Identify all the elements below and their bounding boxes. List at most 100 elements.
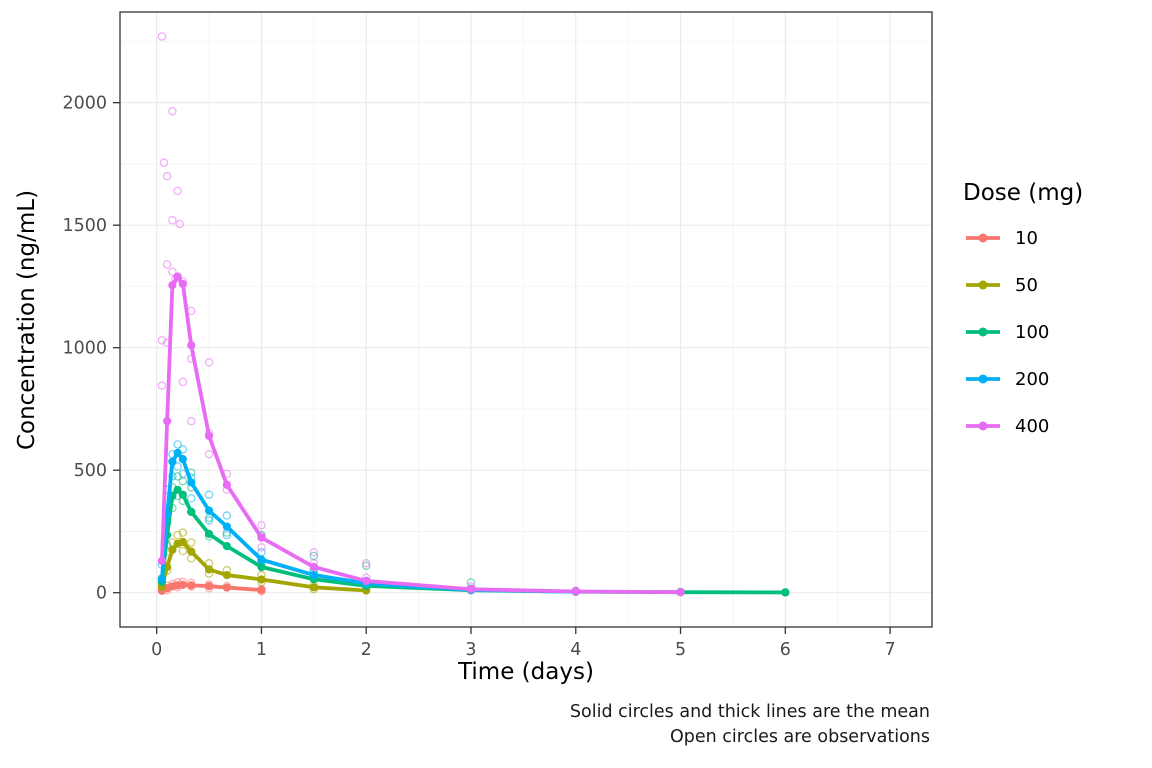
observation-point — [204, 516, 214, 525]
legend-key-icon — [966, 280, 1000, 290]
mean-point — [222, 583, 231, 592]
observation-point — [257, 543, 266, 552]
y-tick-label: 0 — [96, 584, 107, 604]
observation-point — [204, 490, 214, 499]
mean-point — [173, 485, 182, 494]
mean-point — [204, 565, 214, 574]
mean-point — [676, 588, 685, 597]
mean-series-dose-10 — [157, 580, 266, 595]
x-tick-label: 6 — [780, 640, 791, 660]
x-tick-label: 2 — [361, 640, 372, 660]
legend-item-label: 200 — [1015, 368, 1050, 390]
observation-point — [157, 381, 167, 390]
x-tick-label: 7 — [885, 640, 896, 660]
mean-point — [168, 545, 177, 554]
observation-point — [173, 462, 182, 471]
x-tick-label: 3 — [465, 640, 476, 660]
legend-key-icon — [966, 233, 1000, 243]
observation-point — [178, 476, 188, 486]
legend-item-dose-50: 50 — [963, 273, 1083, 297]
mean-point — [257, 585, 266, 595]
x-tick-label: 4 — [570, 640, 581, 660]
legend-item-label: 400 — [1015, 415, 1050, 437]
mean-series-dose-400 — [157, 272, 685, 597]
caption: Solid circles and thick lines are the me… — [570, 700, 930, 750]
observation-point — [222, 530, 232, 540]
observation-point — [168, 106, 177, 116]
observation-point — [173, 440, 182, 449]
observation-point — [361, 559, 371, 568]
observation-point — [173, 530, 182, 540]
mean-point — [178, 455, 187, 464]
observation-point — [175, 219, 184, 229]
legend-item-dose-400: 400 — [963, 414, 1083, 438]
mean-point — [187, 478, 196, 487]
y-tick-label: 2000 — [62, 94, 107, 114]
legend-key-icon — [966, 327, 1000, 337]
observation-point — [159, 158, 169, 167]
mean-point — [163, 417, 172, 426]
mean-point — [781, 588, 790, 597]
y-tick-label: 500 — [74, 461, 107, 481]
observation-point — [361, 561, 371, 570]
x-axis-title: Time (days) — [458, 659, 594, 685]
observation-point — [162, 171, 172, 181]
mean-point — [168, 457, 177, 466]
observation-point — [186, 494, 196, 503]
observation-point — [178, 377, 188, 387]
mean-point — [204, 529, 214, 538]
mean-point — [187, 341, 196, 350]
mean-point — [257, 575, 266, 584]
mean-point — [187, 547, 196, 556]
observation-point — [157, 32, 167, 41]
mean-point — [257, 533, 266, 542]
observation-point — [168, 216, 177, 225]
observation-point — [309, 548, 319, 557]
legend-key-icon — [966, 374, 1000, 384]
mean-point — [309, 562, 318, 572]
y-tick-label: 1500 — [62, 216, 107, 236]
legend-item-dose-10: 10 — [963, 226, 1083, 250]
observation-point — [162, 260, 172, 269]
mean-point — [222, 542, 231, 551]
caption-line-2: Open circles are observations — [669, 727, 930, 747]
legend-key-icon — [966, 421, 1000, 431]
mean-point — [178, 490, 187, 499]
observation-point — [168, 267, 177, 276]
y-axis-title: Concentration (ng/mL) — [14, 189, 40, 451]
observation-point — [157, 336, 167, 345]
observation-point — [204, 358, 214, 367]
mean-point — [178, 580, 187, 589]
mean-point — [204, 581, 214, 591]
mean-point — [222, 522, 231, 531]
mean-point — [173, 448, 182, 458]
mean-point — [178, 279, 187, 289]
mean-point — [157, 556, 167, 565]
mean-point — [222, 480, 231, 489]
observation-point — [178, 546, 188, 556]
observation-point — [173, 472, 182, 481]
mean-point — [204, 431, 214, 440]
observation-point — [204, 450, 214, 459]
mean-point — [222, 570, 231, 580]
mean-point — [309, 583, 318, 592]
mean-point — [168, 281, 177, 290]
observation-point — [257, 521, 266, 530]
mean-point — [362, 576, 371, 586]
x-tick-label: 5 — [675, 640, 686, 660]
x-tick-label: 0 — [151, 640, 162, 660]
observation-point — [186, 538, 196, 547]
mean-point — [257, 562, 266, 572]
observation-point — [186, 416, 196, 426]
mean-point — [157, 575, 167, 584]
legend-item-dose-100: 100 — [963, 320, 1083, 344]
observation-point — [178, 528, 188, 537]
mean-point — [571, 587, 580, 596]
caption-line-1: Solid circles and thick lines are the me… — [569, 702, 930, 722]
legend-items: 10 50 100 200 400 — [963, 226, 1083, 438]
observation-point — [173, 186, 182, 196]
mean-point — [173, 272, 182, 281]
mean-point — [257, 555, 266, 564]
mean-point — [204, 506, 214, 515]
